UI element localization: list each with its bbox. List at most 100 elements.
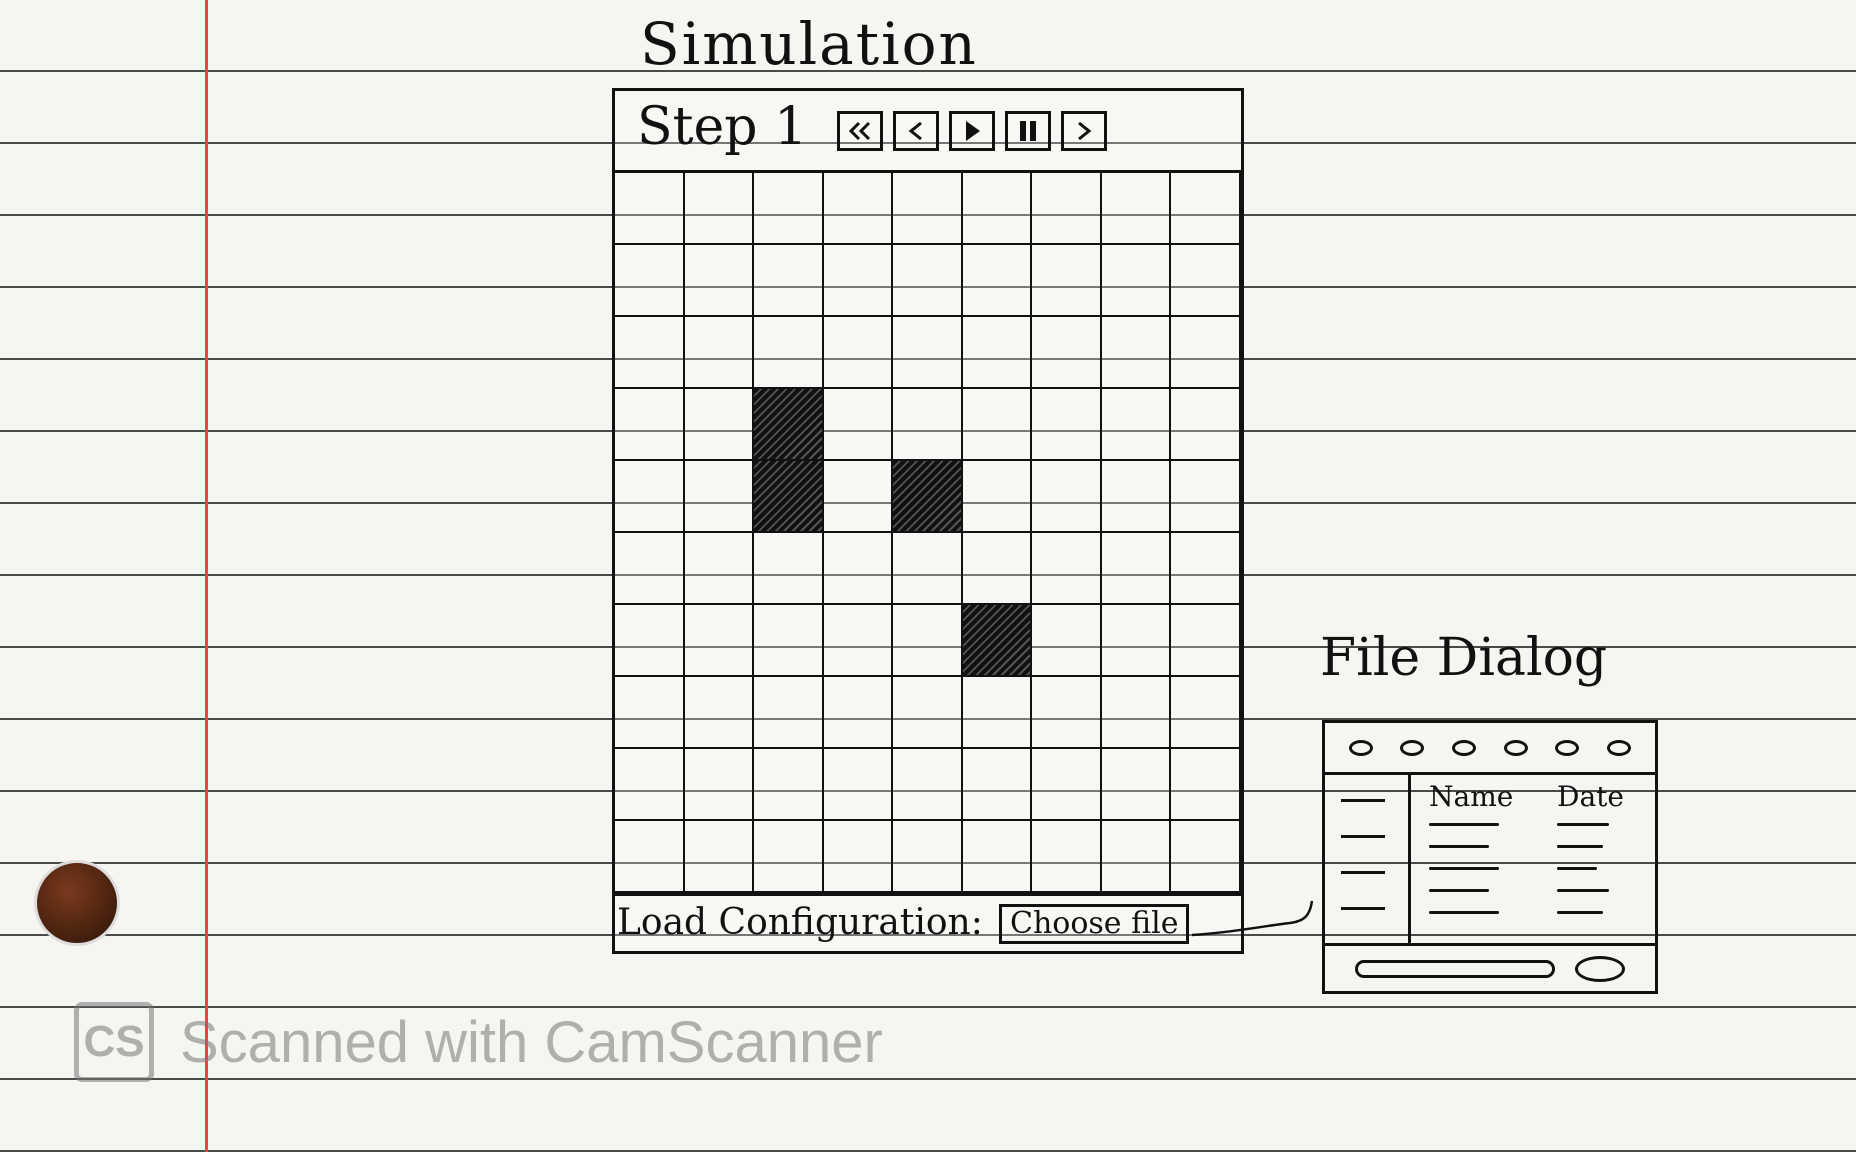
grid-cell[interactable] xyxy=(962,245,1033,317)
grid-cell[interactable] xyxy=(684,245,755,317)
grid-cell[interactable] xyxy=(962,389,1033,461)
grid-cell[interactable] xyxy=(1032,461,1102,533)
name-column-header[interactable]: Name xyxy=(1429,780,1514,813)
grid-cell[interactable] xyxy=(615,749,685,821)
grid-cell[interactable] xyxy=(1101,173,1172,245)
grid-cell[interactable] xyxy=(684,677,755,749)
file-date-cell[interactable] xyxy=(1557,911,1603,914)
file-dialog-toolbar-button[interactable] xyxy=(1555,739,1580,756)
grid-cell[interactable] xyxy=(684,389,755,461)
grid-cell[interactable] xyxy=(1032,821,1102,893)
grid-cell[interactable] xyxy=(1171,245,1241,317)
sidebar-location-item[interactable] xyxy=(1341,871,1385,874)
grid-cell[interactable] xyxy=(893,605,963,677)
grid-cell[interactable] xyxy=(823,749,894,821)
grid-cell[interactable] xyxy=(823,605,894,677)
file-date-cell[interactable] xyxy=(1557,845,1603,848)
grid-cell[interactable] xyxy=(754,317,824,389)
grid-cell[interactable] xyxy=(1032,389,1102,461)
grid-cell[interactable] xyxy=(962,749,1033,821)
grid-cell[interactable] xyxy=(1171,317,1241,389)
sidebar-location-item[interactable] xyxy=(1341,907,1385,910)
open-button[interactable] xyxy=(1575,956,1625,982)
play-button[interactable] xyxy=(949,111,995,151)
grid-cell[interactable] xyxy=(1101,461,1172,533)
file-name-cell[interactable] xyxy=(1429,823,1499,826)
grid-cell[interactable] xyxy=(615,605,685,677)
grid-cell[interactable] xyxy=(1032,533,1102,605)
grid-cell[interactable] xyxy=(1101,317,1172,389)
grid-cell[interactable] xyxy=(1101,245,1172,317)
file-date-cell[interactable] xyxy=(1557,889,1609,892)
grid-cell[interactable] xyxy=(823,677,894,749)
grid-cell[interactable] xyxy=(1032,677,1102,749)
grid-cell[interactable] xyxy=(754,605,824,677)
grid-cell[interactable] xyxy=(1171,173,1241,245)
grid-cell[interactable] xyxy=(754,173,824,245)
grid-cell[interactable] xyxy=(893,821,963,893)
grid-cell[interactable] xyxy=(962,677,1033,749)
grid-cell[interactable] xyxy=(684,533,755,605)
grid-cell[interactable] xyxy=(615,389,685,461)
file-date-cell[interactable] xyxy=(1557,867,1597,870)
grid-cell[interactable] xyxy=(962,317,1033,389)
grid-cell[interactable] xyxy=(823,389,894,461)
file-dialog-toolbar-button[interactable] xyxy=(1503,739,1528,756)
file-name-cell[interactable] xyxy=(1429,911,1499,914)
grid-cell[interactable] xyxy=(1171,821,1241,893)
grid-cell[interactable] xyxy=(1171,677,1241,749)
file-path-input[interactable] xyxy=(1355,960,1555,978)
grid-cell[interactable] xyxy=(823,461,894,533)
grid-cell[interactable] xyxy=(962,533,1033,605)
grid-cell[interactable] xyxy=(684,605,755,677)
grid-cell[interactable] xyxy=(1171,389,1241,461)
sidebar-location-item[interactable] xyxy=(1341,799,1385,802)
grid-cell-alive[interactable] xyxy=(754,389,824,461)
grid-cell[interactable] xyxy=(615,317,685,389)
grid-cell[interactable] xyxy=(754,749,824,821)
grid-cell[interactable] xyxy=(615,173,685,245)
file-date-cell[interactable] xyxy=(1557,823,1609,826)
step-back-button[interactable] xyxy=(893,111,939,151)
step-forward-button[interactable] xyxy=(1061,111,1107,151)
grid-cell[interactable] xyxy=(754,245,824,317)
grid-cell[interactable] xyxy=(823,821,894,893)
grid-cell[interactable] xyxy=(962,461,1033,533)
grid-cell[interactable] xyxy=(1171,605,1241,677)
file-dialog-toolbar-button[interactable] xyxy=(1452,739,1477,756)
file-dialog-toolbar-button[interactable] xyxy=(1348,739,1373,756)
grid-cell[interactable] xyxy=(1171,461,1241,533)
file-name-cell[interactable] xyxy=(1429,867,1499,870)
grid-cell[interactable] xyxy=(1032,245,1102,317)
grid-cell-alive[interactable] xyxy=(893,461,963,533)
grid-cell[interactable] xyxy=(893,173,963,245)
grid-cell[interactable] xyxy=(893,677,963,749)
grid-cell[interactable] xyxy=(615,461,685,533)
grid-cell[interactable] xyxy=(1171,749,1241,821)
file-name-cell[interactable] xyxy=(1429,889,1489,892)
grid-cell[interactable] xyxy=(684,317,755,389)
grid-cell[interactable] xyxy=(893,245,963,317)
grid-cell[interactable] xyxy=(1032,605,1102,677)
grid-cell[interactable] xyxy=(823,245,894,317)
grid-cell[interactable] xyxy=(1101,677,1172,749)
grid-cell[interactable] xyxy=(1032,317,1102,389)
grid-cell[interactable] xyxy=(754,677,824,749)
grid-cell[interactable] xyxy=(823,317,894,389)
grid-cell[interactable] xyxy=(962,173,1033,245)
grid-cell[interactable] xyxy=(754,821,824,893)
grid-cell[interactable] xyxy=(823,173,894,245)
date-column-header[interactable]: Date xyxy=(1557,780,1624,813)
rewind-button[interactable] xyxy=(837,111,883,151)
file-name-cell[interactable] xyxy=(1429,845,1489,848)
file-dialog-toolbar-button[interactable] xyxy=(1607,739,1632,756)
grid-cell[interactable] xyxy=(893,317,963,389)
grid-cell-alive[interactable] xyxy=(754,461,824,533)
grid-cell[interactable] xyxy=(1101,605,1172,677)
grid-cell[interactable] xyxy=(684,173,755,245)
grid-cell-alive[interactable] xyxy=(962,605,1033,677)
grid-cell[interactable] xyxy=(615,533,685,605)
grid-cell[interactable] xyxy=(1101,749,1172,821)
grid-cell[interactable] xyxy=(615,245,685,317)
grid-cell[interactable] xyxy=(684,461,755,533)
